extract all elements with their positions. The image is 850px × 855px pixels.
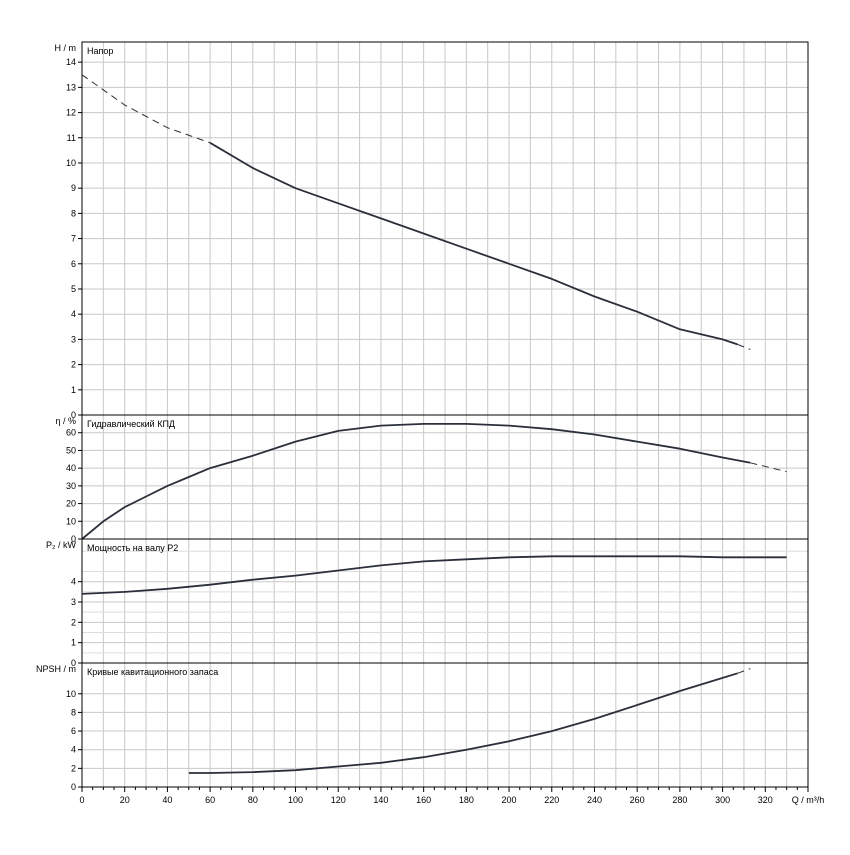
y-tick-label: 3	[71, 334, 76, 344]
y-tick-label: 3	[71, 597, 76, 607]
curve-head-dashed	[737, 343, 751, 350]
x-tick-label: 300	[715, 795, 730, 805]
x-tick-label: 280	[672, 795, 687, 805]
y-tick-label: 10	[66, 689, 76, 699]
curve-npsh-solid	[188, 672, 738, 774]
y-tick-label: 0	[71, 410, 76, 420]
y-tick-label: 4	[71, 309, 76, 319]
y-tick-label: 1	[71, 638, 76, 648]
panel-title: Гидравлический КПД	[87, 419, 175, 429]
x-tick-label: 260	[630, 795, 645, 805]
panel-efficiency: 0 10 20 30 40 50 60 η / % Гидравлический КПД	[55, 414, 809, 544]
panel-title: Кривые кавитационного запаса	[87, 667, 218, 677]
curve-power-solid	[81, 555, 787, 595]
y-tick-label: 9	[71, 183, 76, 193]
panel-title: Мощность на валу P2	[87, 543, 178, 553]
y-tick-label: 0	[71, 658, 76, 668]
x-tick-label: 40	[162, 795, 172, 805]
y-tick-label: 2	[71, 360, 76, 370]
x-axis: 0 20 40 60 80 100 120 140 160 180 200 220 240 260 280 3…	[79, 787, 824, 805]
y-tick-label: 8	[71, 208, 76, 218]
curve-head-solid	[209, 142, 738, 346]
y-tick-label: 2	[71, 763, 76, 773]
x-tick-label: 240	[587, 795, 602, 805]
y-tick-label: 13	[66, 82, 76, 92]
y-tick-label: 14	[66, 57, 76, 67]
x-tick-label: 120	[331, 795, 346, 805]
panel-npsh: 0 2 4 6 8 10 NPSH / m Кривые кавитационного зап…	[36, 662, 809, 792]
curve-head-dashed	[81, 74, 211, 144]
x-tick-label: 200	[502, 795, 517, 805]
y-tick-label: 4	[71, 745, 76, 755]
y-tick-label: 11	[67, 133, 76, 143]
x-tick-label: 60	[205, 795, 215, 805]
x-tick-label: 220	[544, 795, 559, 805]
y-tick-label: 20	[66, 499, 76, 509]
curve-efficiency-solid	[81, 422, 751, 540]
x-tick-label: 160	[416, 795, 431, 805]
curve-efficiency-dashed	[750, 462, 787, 473]
y-axis-label: η / %	[55, 416, 76, 426]
y-axis-label: H / m	[55, 43, 77, 53]
y-tick-label: 6	[71, 259, 76, 269]
x-axis-label: Q / m³/h	[792, 795, 825, 805]
y-tick-label: 0	[71, 534, 76, 544]
x-tick-label: 180	[459, 795, 474, 805]
y-tick-label: 7	[71, 234, 76, 244]
x-tick-label: 100	[288, 795, 303, 805]
x-tick-label: 320	[758, 795, 773, 805]
y-tick-label: 40	[66, 463, 76, 473]
panel-power: 0 1 2 3 4 P₂ / kW Мощность на валу P2	[46, 538, 809, 668]
y-tick-label: 2	[71, 617, 76, 627]
y-tick-label: 30	[66, 481, 76, 491]
x-tick-label: 140	[373, 795, 388, 805]
y-tick-label: 60	[66, 428, 76, 438]
y-tick-label: 5	[71, 284, 76, 294]
y-tick-label: 12	[66, 108, 76, 118]
y-tick-label: 50	[66, 445, 76, 455]
y-axis-label: P₂ / kW	[46, 540, 76, 550]
panel-title: Напор	[87, 46, 113, 56]
x-tick-label: 20	[120, 795, 130, 805]
y-tick-label: 10	[66, 158, 76, 168]
y-axis-label: NPSH / m	[36, 664, 76, 674]
x-tick-label: 80	[248, 795, 258, 805]
y-tick-label: 4	[71, 577, 76, 587]
y-tick-label: 0	[71, 782, 76, 792]
curve-npsh-dashed	[737, 668, 751, 674]
y-tick-label: 1	[71, 385, 76, 395]
y-tick-label: 6	[71, 726, 76, 736]
y-tick-label: 10	[66, 516, 76, 526]
y-tick-label: 8	[71, 707, 76, 717]
x-tick-label: 0	[79, 795, 84, 805]
